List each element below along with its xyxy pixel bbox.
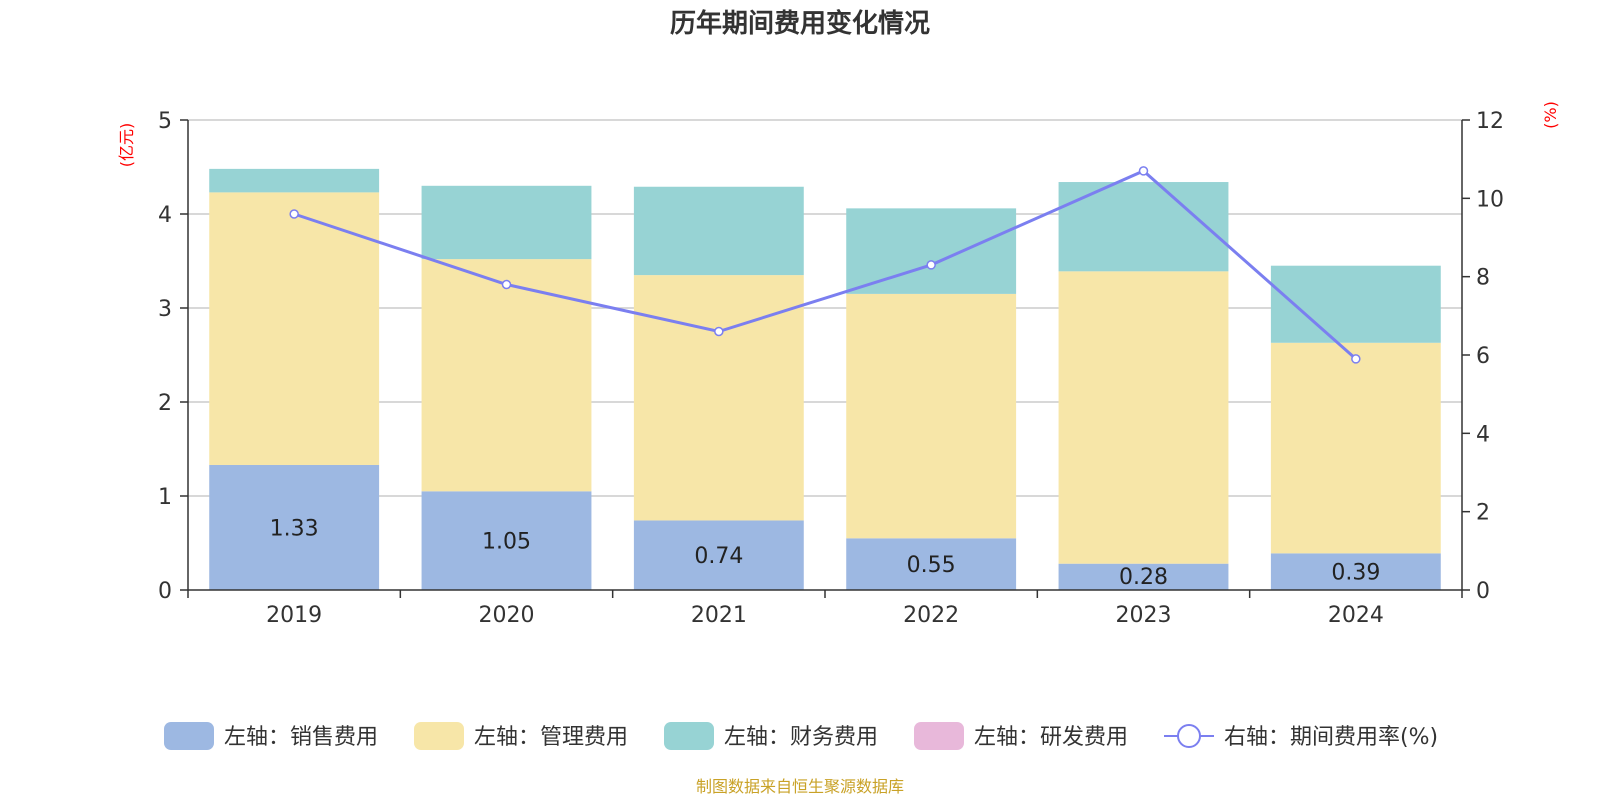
rate-point (1138, 166, 1149, 176)
rate-point (289, 209, 299, 219)
data-label: 0.74 (694, 544, 743, 569)
legend-label: 左轴：销售费用 (224, 725, 378, 750)
bar-segment (1270, 265, 1441, 343)
data-label: 1.33 (270, 516, 319, 541)
source-note: 制图数据来自恒生聚源数据库 (696, 777, 904, 796)
bar-segment (846, 208, 1017, 294)
bar-segment (1270, 553, 1441, 590)
legend-marker (1177, 724, 1201, 748)
legend-swatch (664, 722, 714, 750)
legend-item: 右轴：期间费用率(%) (1164, 724, 1438, 750)
bar-segment (846, 538, 1017, 590)
data-label: 0.39 (1331, 561, 1380, 586)
chart-title: 历年期间费用变化情况 (670, 8, 930, 39)
bar-segment (209, 192, 380, 465)
bars (209, 168, 1441, 590)
bar-segment (1058, 563, 1229, 590)
bar-segment (421, 185, 592, 260)
bar-segment (209, 168, 380, 193)
data-labels: 1.33 1.05 0.74 0.55 0.28 0.39 (270, 516, 1381, 590)
right-tick-label: 12 (1476, 109, 1504, 134)
bar-segment (1058, 271, 1229, 564)
legend-label: 左轴：研发费用 (974, 725, 1128, 750)
bar-segment (1058, 182, 1229, 272)
legend-label: 左轴：管理费用 (474, 725, 628, 750)
data-label: 0.55 (907, 553, 956, 578)
x-tick-label: 2022 (903, 603, 959, 628)
right-tick-label: 0 (1476, 579, 1490, 604)
rate-point (501, 279, 512, 290)
bar-segment (209, 464, 380, 590)
left-tick-label: 3 (158, 297, 172, 322)
x-tick-label: 2023 (1116, 603, 1172, 628)
legend-swatch (164, 722, 214, 750)
right-tick-label: 6 (1476, 344, 1490, 369)
right-tick-label: 2 (1476, 501, 1490, 526)
right-tick-label: 10 (1476, 187, 1504, 212)
x-tick-label: 2019 (266, 603, 322, 628)
data-label: 1.05 (482, 530, 531, 555)
bar-segment (633, 186, 804, 276)
legend-label: 左轴：财务费用 (724, 725, 878, 750)
left-tick-label: 1 (158, 485, 172, 510)
bar-segment (633, 520, 804, 590)
legend-item: 左轴：销售费用 (164, 722, 378, 750)
legend: 左轴：销售费用 左轴：管理费用 左轴：财务费用 左轴：研发费用 右轴：期间费用率(%) (164, 722, 1438, 750)
right-tick-label: 4 (1476, 422, 1490, 447)
bar-segment (846, 293, 1017, 539)
legend-swatch (914, 722, 964, 750)
x-tick-label: 2021 (691, 603, 747, 628)
bar-segment (421, 259, 592, 492)
bar-segment (633, 275, 804, 521)
left-tick-label: 0 (158, 579, 172, 604)
grid (188, 119, 1462, 497)
legend-item: 左轴：财务费用 (664, 722, 878, 750)
left-axis-unit: (亿元) (117, 123, 136, 168)
legend-swatch (414, 722, 464, 750)
right-tick-label: 8 (1476, 266, 1490, 291)
legend-item: 左轴：研发费用 (914, 722, 1128, 750)
bar-segment (1270, 342, 1441, 554)
left-tick-label: 5 (158, 109, 172, 134)
rate-point (926, 260, 936, 270)
x-tick-label: 2020 (479, 603, 535, 628)
left-tick-label: 4 (158, 203, 172, 228)
rate-point (1351, 354, 1361, 364)
right-axis-unit: (%) (1541, 101, 1560, 129)
legend-label: 右轴：期间费用率(%) (1224, 725, 1438, 750)
rate-point (714, 326, 724, 337)
bar-segment (421, 491, 592, 590)
left-tick-label: 2 (158, 391, 172, 416)
rate-line-path (293, 169, 1357, 361)
legend-item: 左轴：管理费用 (414, 722, 628, 750)
data-label: 0.28 (1119, 565, 1168, 590)
x-tick-label: 2024 (1328, 603, 1384, 628)
rate-line (289, 166, 1361, 364)
